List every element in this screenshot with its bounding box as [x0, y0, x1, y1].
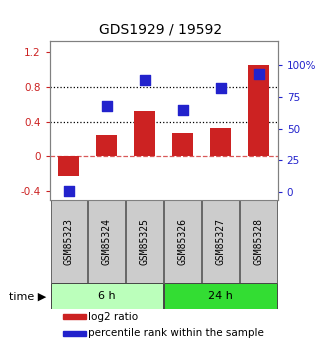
Text: percentile rank within the sample: percentile rank within the sample — [89, 328, 265, 338]
Bar — [96, 135, 117, 156]
Bar — [126, 200, 163, 283]
Point — [142, 78, 147, 83]
Bar — [164, 283, 277, 309]
Text: log2 ratio: log2 ratio — [89, 312, 139, 322]
Bar — [64, 331, 86, 336]
Point — [218, 85, 223, 91]
Text: time ▶: time ▶ — [9, 291, 47, 301]
Text: GSM85324: GSM85324 — [102, 218, 112, 265]
Text: GSM85328: GSM85328 — [254, 218, 264, 265]
Text: GSM85326: GSM85326 — [178, 218, 188, 265]
Bar — [50, 200, 87, 283]
Text: 24 h: 24 h — [208, 291, 233, 301]
Bar — [172, 133, 193, 156]
Bar — [203, 200, 239, 283]
Bar — [64, 314, 86, 319]
Point — [104, 103, 109, 109]
Point — [180, 107, 185, 112]
Text: GSM85327: GSM85327 — [216, 218, 226, 265]
Text: GSM85325: GSM85325 — [140, 218, 150, 265]
Text: GDS1929 / 19592: GDS1929 / 19592 — [99, 22, 222, 37]
Bar — [164, 200, 201, 283]
Text: 6 h: 6 h — [98, 291, 116, 301]
Bar — [50, 283, 163, 309]
Point — [66, 188, 71, 194]
Text: GSM85323: GSM85323 — [64, 218, 74, 265]
Bar — [134, 111, 155, 156]
Bar — [248, 65, 269, 156]
Bar — [58, 156, 79, 176]
Bar — [89, 200, 125, 283]
Bar — [240, 200, 277, 283]
Bar — [210, 128, 231, 156]
Point — [256, 71, 261, 77]
